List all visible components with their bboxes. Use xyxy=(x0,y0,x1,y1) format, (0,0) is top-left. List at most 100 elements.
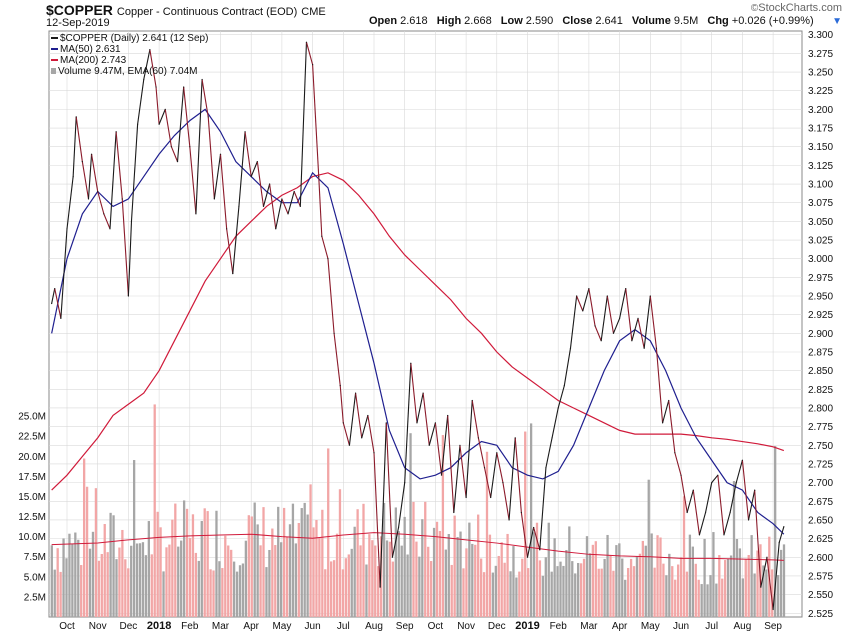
volume-bar xyxy=(85,486,89,617)
price-point xyxy=(127,295,129,297)
low-value: 2.590 xyxy=(525,15,554,27)
volume-bar xyxy=(494,565,497,617)
price-segment xyxy=(130,124,139,222)
volume-bar xyxy=(679,557,683,617)
price-point xyxy=(103,213,105,215)
y-tick-label: 3.225 xyxy=(808,86,833,97)
volume-bar xyxy=(203,508,206,617)
volume-bar xyxy=(471,543,474,617)
price-point xyxy=(668,399,670,402)
price-segment xyxy=(680,475,688,513)
price-point xyxy=(164,108,166,110)
price-point xyxy=(465,496,467,499)
price-segment xyxy=(465,400,473,498)
price-segment xyxy=(588,288,596,326)
price-segment xyxy=(705,482,713,513)
chevron-down-icon[interactable]: ▼ xyxy=(832,16,842,27)
price-point xyxy=(612,332,615,334)
x-tick-label: Aug xyxy=(734,621,752,632)
price-segment xyxy=(170,146,179,162)
price-segment xyxy=(269,183,277,229)
price-point xyxy=(250,175,252,178)
symbol-description: Copper - Continuous Contract (EOD) xyxy=(116,6,298,18)
volume-bar xyxy=(468,522,471,617)
price-segment xyxy=(327,258,335,334)
volume-bar xyxy=(377,566,380,617)
volume-bar xyxy=(744,558,747,617)
volume-bar xyxy=(206,511,209,617)
volume-bar xyxy=(721,578,724,617)
volume-bar xyxy=(459,531,462,617)
volume-bar xyxy=(432,527,436,617)
volume-bar xyxy=(130,545,133,617)
volume-bar xyxy=(456,537,459,617)
volume-bar xyxy=(762,565,765,617)
price-segment xyxy=(321,236,329,259)
volume-bar xyxy=(400,545,403,617)
price-point xyxy=(195,213,197,215)
price-point xyxy=(155,86,157,88)
volume-bar xyxy=(453,515,456,617)
volume-bar xyxy=(209,569,212,617)
volume-bar xyxy=(553,538,556,617)
price-segment xyxy=(668,400,676,453)
volume-bar xyxy=(118,547,121,617)
volume-bar xyxy=(80,565,83,617)
y-tick-label: 2.975 xyxy=(808,273,833,284)
y-tick-label: 2.750 xyxy=(808,441,833,452)
price-segment xyxy=(514,437,522,513)
price-point xyxy=(51,302,53,305)
volume-bar xyxy=(59,571,62,617)
price-point xyxy=(680,474,682,476)
y-tick-label: 3.150 xyxy=(808,142,833,153)
price-point xyxy=(496,452,498,454)
volume-bar xyxy=(241,563,245,617)
price-segment xyxy=(201,79,209,117)
volume-bar xyxy=(285,536,289,617)
volume-bar xyxy=(188,538,192,617)
volume-bar xyxy=(262,507,265,617)
volume-bar xyxy=(353,526,356,617)
open-value: 2.618 xyxy=(400,15,428,27)
volume-tick-label: 17.5M xyxy=(18,472,46,483)
price-segment xyxy=(164,109,172,147)
volume-bar xyxy=(597,568,600,617)
price-point xyxy=(256,161,258,163)
volume-bar xyxy=(515,577,518,617)
volume-bar xyxy=(235,571,239,617)
volume-bar xyxy=(585,536,589,617)
price-point xyxy=(373,452,375,454)
price-segment xyxy=(477,437,486,468)
price-segment xyxy=(385,422,393,558)
price-segment xyxy=(440,415,449,476)
price-point xyxy=(545,467,547,469)
price-segment xyxy=(51,288,56,304)
volume-bar xyxy=(462,568,465,617)
volume-bar xyxy=(418,556,421,617)
volume-bar xyxy=(388,541,392,617)
price-point xyxy=(269,183,271,185)
price-segment xyxy=(81,161,90,200)
price-point xyxy=(327,258,329,260)
volume-bar xyxy=(485,451,489,617)
price-point xyxy=(569,347,572,349)
price-segment xyxy=(483,467,492,498)
price-segment xyxy=(158,109,166,125)
chart-date: 12-Sep-2019 xyxy=(46,17,110,29)
price-point xyxy=(183,86,185,88)
price-segment xyxy=(226,228,234,274)
price-point xyxy=(410,362,412,364)
volume-bar xyxy=(62,538,65,617)
price-point xyxy=(143,78,145,81)
price-segment xyxy=(600,295,608,341)
price-segment xyxy=(103,213,111,230)
volume-label: Volume xyxy=(631,15,671,27)
price-point xyxy=(440,474,443,476)
volume-bar xyxy=(738,548,742,617)
stockcharts-brand[interactable]: ©StockCharts.com xyxy=(751,2,842,14)
volume-bar xyxy=(141,542,145,617)
volume-bar xyxy=(685,571,689,617)
volume-bar xyxy=(606,534,609,617)
volume-bar xyxy=(294,543,298,617)
price-segment xyxy=(459,445,467,498)
